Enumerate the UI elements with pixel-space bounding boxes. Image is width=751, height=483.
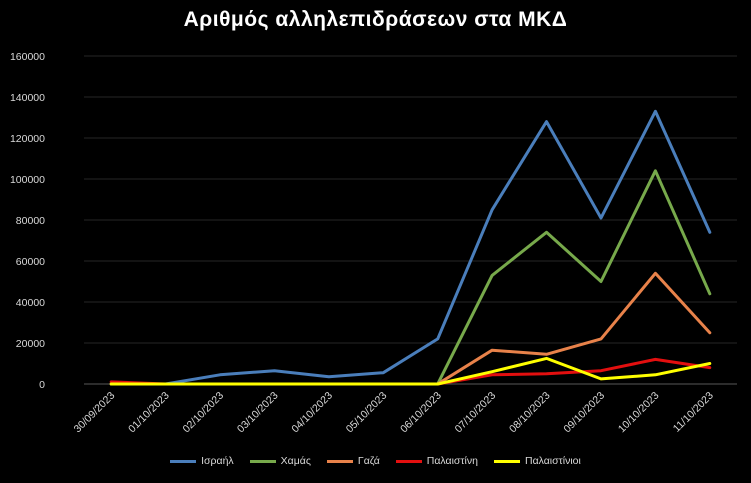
- x-tick-label: 09/10/2023: [561, 390, 607, 436]
- legend-swatch: [395, 459, 422, 463]
- series-line-1: [109, 169, 712, 386]
- y-tick-label: 40000: [16, 297, 45, 309]
- y-tick-label: 60000: [16, 256, 45, 268]
- x-tick-label: 30/09/2023: [72, 390, 118, 436]
- x-tick-label: 08/10/2023: [507, 390, 553, 436]
- legend-item: Χαμάς: [249, 455, 311, 467]
- legend-label: Παλαιστίνιοι: [524, 455, 581, 467]
- legend: Ισραήλ Χαμάς Γαζά Παλαιστίνη Παλαιστίνιοι: [0, 455, 751, 467]
- series-line-4: [109, 356, 712, 386]
- x-tick-label: 11/10/2023: [671, 390, 716, 435]
- x-tick-label: 04/10/2023: [289, 390, 335, 436]
- y-tick-label: 120000: [10, 133, 45, 145]
- legend-item: Γαζά: [326, 455, 380, 467]
- chart-title: Αριθμός αλληλεπιδράσεων στα ΜΚΔ: [183, 8, 568, 31]
- legend-item: Παλαιστίνιοι: [493, 455, 581, 467]
- series-line-3: [109, 357, 712, 386]
- y-tick-label: 100000: [10, 174, 45, 186]
- legend-label: Γαζά: [357, 455, 380, 467]
- legend-label: Χαμάς: [280, 455, 311, 467]
- x-tick-label: 01/10/2023: [126, 390, 172, 436]
- legend-label: Ισραήλ: [201, 455, 234, 467]
- y-axis-ticks: 0 20000 40000 60000 80000 100000 120000 140000 1…: [10, 51, 45, 391]
- x-axis-ticks: 30/09/2023 01/10/2023 02/10/2023 03/10/2023…: [72, 390, 716, 436]
- x-tick-label: 02/10/2023: [181, 390, 227, 436]
- y-tick-label: 0: [39, 379, 45, 391]
- x-tick-label: 07/10/2023: [453, 390, 499, 436]
- legend-swatch: [326, 459, 353, 463]
- legend-label: Παλαιστίνη: [426, 455, 478, 467]
- legend-swatch: [249, 459, 276, 463]
- series-lines: [109, 109, 712, 386]
- x-tick-label: 10/10/2023: [616, 390, 662, 436]
- y-tick-label: 20000: [16, 338, 45, 350]
- y-tick-label: 160000: [10, 51, 45, 63]
- x-tick-label: 03/10/2023: [235, 390, 281, 436]
- legend-item: Παλαιστίνη: [395, 455, 478, 467]
- x-tick-label: 06/10/2023: [398, 390, 444, 436]
- legend-swatch: [493, 459, 520, 463]
- series-line-0: [109, 109, 712, 386]
- y-tick-label: 140000: [10, 92, 45, 104]
- gridlines: [84, 55, 737, 385]
- legend-swatch: [170, 459, 197, 463]
- y-tick-label: 80000: [16, 215, 45, 227]
- legend-item: Ισραήλ: [170, 455, 234, 467]
- x-tick-label: 05/10/2023: [344, 390, 390, 436]
